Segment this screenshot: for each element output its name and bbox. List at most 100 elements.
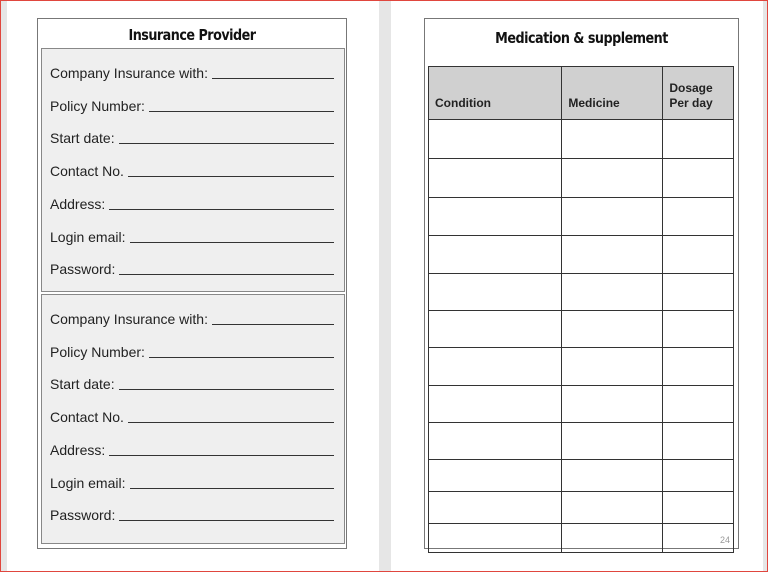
blank-line [148, 343, 334, 358]
table-cell [427, 491, 563, 524]
table-row [427, 235, 734, 274]
form-field: Login email: [50, 227, 334, 245]
form-field: Contact No. [50, 407, 334, 425]
table-cell [662, 523, 734, 553]
table-cell [427, 422, 563, 460]
form-field: Login email: [50, 473, 334, 491]
field-label: Start date: [50, 130, 115, 147]
field-label: Contact No. [50, 409, 124, 426]
table-row [427, 347, 734, 386]
form-field: Password: [50, 505, 334, 523]
table-row [427, 491, 734, 524]
table-cell [427, 310, 563, 348]
table-row [427, 310, 734, 348]
page-number: 24 [720, 535, 731, 545]
table-cell [427, 347, 563, 386]
table-row [427, 459, 734, 492]
field-label: Policy Number: [50, 97, 145, 114]
table-cell [662, 347, 734, 386]
page-title: Insurance Provider [128, 26, 256, 44]
blank-line [211, 310, 334, 325]
field-label: Company Insurance with: [50, 311, 208, 327]
field-label: Policy Number: [50, 343, 145, 360]
page-title: Medication & supplement [495, 29, 668, 47]
column-header: Condition [427, 66, 563, 120]
table-cell [561, 491, 664, 524]
table-cell [427, 459, 563, 492]
medication-table: Condition Medicine Dosage Per day [427, 66, 734, 553]
table-cell [662, 385, 734, 423]
form-field: Address: [50, 440, 334, 458]
form-field: Policy Number: [50, 96, 334, 114]
table-cell [561, 235, 664, 274]
form-field: Start date: [50, 128, 334, 146]
table-cell [662, 273, 734, 311]
table-cell [427, 523, 563, 553]
field-label: Company Insurance with: [50, 65, 208, 81]
blank-line [129, 228, 334, 243]
field-label: Start date: [50, 376, 115, 393]
table-cell [662, 459, 734, 492]
table-cell [427, 235, 563, 274]
column-header: Dosage Per day [662, 66, 734, 120]
field-label: Password: [50, 507, 116, 524]
table-cell [662, 422, 734, 460]
table-cell [427, 119, 563, 159]
blank-line [127, 408, 334, 424]
table-row [427, 197, 734, 236]
table-cell [561, 385, 664, 423]
field-label: Login email: [50, 474, 126, 491]
field-label: Address: [50, 195, 106, 212]
table-cell [662, 119, 734, 159]
table-cell [561, 422, 664, 460]
table-cell [662, 491, 734, 524]
table-row [427, 422, 734, 460]
blank-line [119, 506, 334, 522]
blank-line [119, 260, 334, 276]
table-cell [427, 158, 563, 198]
table-cell [427, 385, 563, 423]
blank-line [211, 64, 334, 79]
table-row [427, 273, 734, 311]
table-cell [561, 158, 664, 198]
table-cell [662, 310, 734, 348]
form-field: Password: [50, 259, 334, 277]
table-row [427, 119, 734, 159]
field-label: Address: [50, 441, 106, 458]
blank-line [109, 441, 334, 456]
table-cell [561, 197, 664, 236]
field-label: Password: [50, 261, 116, 278]
table-cell [561, 310, 664, 348]
form-field: Address: [50, 194, 334, 212]
form-field: Company Insurance with: [50, 63, 334, 81]
table-cell [561, 523, 664, 553]
table-cell [561, 273, 664, 311]
table-cell [561, 119, 664, 159]
table-cell [662, 197, 734, 236]
blank-line [127, 162, 334, 178]
table-cell [662, 235, 734, 274]
field-label: Contact No. [50, 163, 124, 180]
blank-line [109, 195, 334, 210]
column-header: Medicine [561, 66, 664, 120]
table-cell [427, 197, 563, 236]
form-field: Start date: [50, 374, 334, 392]
table-row [427, 158, 734, 198]
field-label: Login email: [50, 228, 126, 245]
blank-line [118, 375, 334, 391]
blank-line [118, 129, 334, 145]
insurance-section: Company Insurance with: Policy Number: Sta… [41, 294, 345, 544]
table-row [427, 385, 734, 423]
table-cell [662, 158, 734, 198]
left-frame [37, 18, 347, 549]
blank-line [129, 474, 334, 489]
table-cell [561, 459, 664, 492]
table-row [427, 523, 734, 553]
blank-line [148, 97, 334, 112]
form-field: Contact No. [50, 161, 334, 179]
table-cell [427, 273, 563, 311]
table-cell [561, 347, 664, 386]
form-field: Company Insurance with: [50, 309, 334, 327]
form-field: Policy Number: [50, 342, 334, 360]
